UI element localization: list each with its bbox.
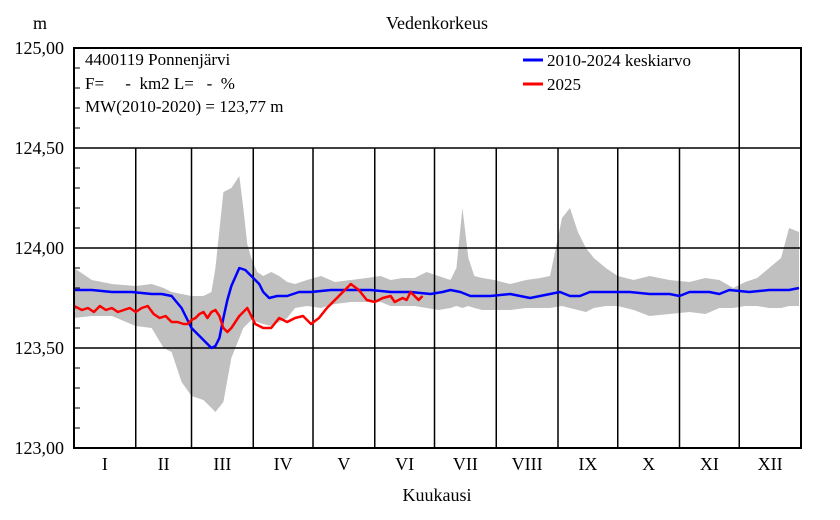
series-line-average xyxy=(74,266,800,350)
x-axis-label: Kuukausi xyxy=(403,485,472,505)
month-label: XI xyxy=(700,454,719,474)
y-tick-label: 124,50 xyxy=(15,138,65,158)
month-label: XII xyxy=(758,454,783,474)
month-label: III xyxy=(213,454,231,474)
y-axis-label: m xyxy=(33,13,47,33)
chart-title: Vedenkorkeus xyxy=(386,13,488,33)
month-labels: I II III IV V VI VII VIII IX X XI XII xyxy=(102,454,783,474)
month-label: I xyxy=(102,454,108,474)
plot-frame xyxy=(73,47,802,449)
station-info-line-2: F= - km2 L= - % xyxy=(85,74,235,93)
legend-label-average: 2010-2024 keskiarvo xyxy=(547,51,691,70)
month-label: IX xyxy=(578,454,597,474)
month-label: IV xyxy=(274,454,293,474)
y-tick-label: 125,00 xyxy=(15,38,65,58)
y-tick-label: 123,50 xyxy=(15,338,65,358)
month-label: VIII xyxy=(512,454,543,474)
series-line-2025 xyxy=(73,282,424,334)
month-label: VI xyxy=(395,454,414,474)
month-label: VII xyxy=(453,454,478,474)
month-label: V xyxy=(337,454,350,474)
grid-layer xyxy=(74,48,801,448)
legend: 2010-2024 keskiarvo 2025 xyxy=(523,51,691,94)
y-tick-label: 124,00 xyxy=(15,238,65,258)
station-info-line-3: MW(2010-2020) = 123,77 m xyxy=(85,97,283,116)
month-label: X xyxy=(642,454,655,474)
legend-label-2025: 2025 xyxy=(547,75,581,94)
y-tick-label: 123,00 xyxy=(15,438,65,458)
station-info: 4400119 Ponnenjärvi F= - km2 L= - % MW(2… xyxy=(85,50,283,116)
y-tick-labels: 123,00 123,50 124,00 124,50 125,00 xyxy=(15,38,65,458)
station-info-line-1: 4400119 Ponnenjärvi xyxy=(85,50,231,69)
month-label: II xyxy=(158,454,170,474)
series-layer xyxy=(73,266,800,350)
